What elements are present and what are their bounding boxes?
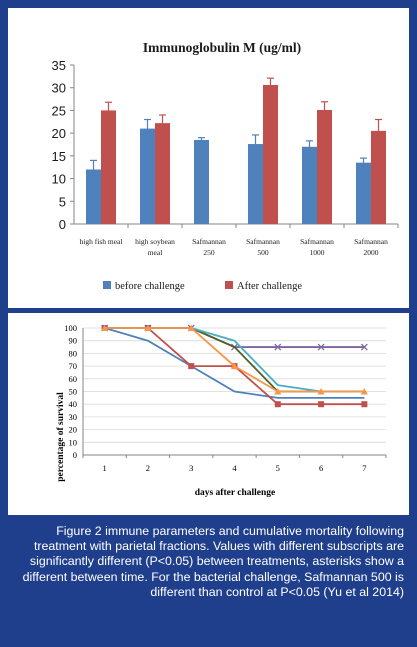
bar-before-challenge bbox=[248, 144, 263, 224]
bar-y-tick-label: 20 bbox=[52, 126, 66, 141]
figure-caption: Figure 2 immune parameters and cumulativ… bbox=[22, 524, 404, 599]
line-y-tick-label: 90 bbox=[69, 336, 78, 346]
legend-label-after: After challenge bbox=[237, 281, 302, 292]
bar-x-tick-label: Safmannan bbox=[354, 237, 388, 246]
line-x-tick-label: 1 bbox=[103, 463, 107, 473]
survival-marker-2 bbox=[188, 363, 195, 370]
bar-y-tick-label: 15 bbox=[52, 149, 66, 164]
bar-y-tick-label: 25 bbox=[52, 103, 66, 118]
line-x-tick-label: 4 bbox=[232, 463, 237, 473]
survival-marker-6 bbox=[360, 388, 368, 395]
survival-line-6 bbox=[104, 327, 365, 393]
line-x-tick-label: 3 bbox=[189, 463, 193, 473]
bar-y-tick-label: 30 bbox=[52, 81, 66, 96]
line-x-tick-label: 6 bbox=[319, 463, 323, 473]
line-x-tick-label: 7 bbox=[362, 463, 366, 473]
bar-before-challenge bbox=[356, 162, 371, 224]
survival-marker-6 bbox=[187, 324, 195, 331]
survival-line-chart: percentage of survival days after challe… bbox=[56, 323, 387, 498]
survival-line-3 bbox=[104, 327, 365, 348]
survival-marker-6 bbox=[231, 362, 238, 370]
igm-bar-chart: Immunoglobulin M (ug/ml) 0 5 10 15 20 25 30 35 h… bbox=[52, 40, 399, 292]
bar-after-challenge bbox=[263, 84, 278, 224]
bar-x-tick-label: Safmannan bbox=[300, 237, 334, 246]
survival-marker-6 bbox=[101, 324, 109, 331]
bar-x-tick-label: Safmannan bbox=[192, 237, 226, 246]
line-x-axis-label: days after challenge bbox=[195, 488, 276, 498]
bar-x-tick-label: high fish meal bbox=[80, 237, 123, 246]
line-y-tick-label: 10 bbox=[69, 437, 78, 447]
legend-swatch-before bbox=[103, 281, 111, 289]
bar-x-tick-label: 250 bbox=[203, 248, 215, 257]
bar-after-challenge bbox=[371, 130, 386, 224]
bar-before-challenge bbox=[194, 139, 209, 224]
survival-line-5 bbox=[104, 327, 365, 393]
bar-x-tick-label: 1000 bbox=[310, 248, 325, 257]
survival-line-1 bbox=[104, 327, 365, 399]
bar-y-tick-label: 5 bbox=[59, 194, 66, 209]
survival-marker-3 bbox=[274, 343, 282, 351]
bar-chart-title: Immunoglobulin M (ug/ml) bbox=[143, 40, 301, 55]
survival-marker-2 bbox=[318, 401, 325, 408]
bar-y-tick-label: 35 bbox=[52, 58, 66, 73]
line-x-tick-label: 5 bbox=[276, 463, 280, 473]
line-y-tick-label: 20 bbox=[69, 425, 78, 435]
survival-marker-6 bbox=[144, 324, 152, 331]
bar-x-tick-label: high soybean bbox=[135, 237, 175, 246]
bar-y-tick-label: 0 bbox=[59, 217, 66, 232]
survival-marker-6 bbox=[274, 388, 282, 395]
survival-marker-3 bbox=[317, 343, 325, 351]
survival-line-4 bbox=[104, 327, 365, 393]
bar-chart-panel: Immunoglobulin M (ug/ml) 0 5 10 15 20 25 30 35 h… bbox=[8, 8, 409, 308]
bar-x-tick-label: 500 bbox=[257, 248, 269, 257]
line-y-tick-label: 30 bbox=[69, 412, 78, 422]
bar-after-challenge bbox=[101, 110, 116, 224]
line-x-tick-label: 2 bbox=[146, 463, 150, 473]
bar-x-tick-label: Safmannan bbox=[246, 237, 280, 246]
bar-y-tick-label: 10 bbox=[52, 172, 66, 187]
bar-after-challenge bbox=[317, 109, 332, 224]
line-y-tick-label: 80 bbox=[69, 348, 78, 358]
bar-after-challenge bbox=[155, 123, 170, 224]
line-chart-panel: percentage of survival days after challe… bbox=[8, 313, 409, 515]
survival-marker-2 bbox=[274, 401, 281, 408]
bar-x-tick-label: meal bbox=[148, 248, 163, 257]
line-y-tick-label: 0 bbox=[73, 450, 77, 460]
line-y-tick-label: 60 bbox=[69, 374, 78, 384]
bar-before-challenge bbox=[302, 146, 317, 224]
line-y-tick-label: 50 bbox=[69, 387, 78, 397]
line-y-tick-label: 40 bbox=[69, 399, 78, 409]
bar-x-tick-label: 2000 bbox=[364, 248, 379, 257]
line-y-tick-label: 100 bbox=[64, 323, 77, 333]
survival-marker-3 bbox=[360, 343, 368, 351]
legend-swatch-after bbox=[225, 281, 233, 289]
bar-before-challenge bbox=[140, 128, 155, 224]
legend-label-before: before challenge bbox=[115, 281, 185, 292]
line-y-axis-label: percentage of survival bbox=[56, 392, 66, 482]
bar-before-challenge bbox=[86, 169, 101, 224]
line-y-tick-label: 70 bbox=[69, 361, 78, 371]
survival-marker-6 bbox=[317, 388, 325, 395]
survival-marker-2 bbox=[361, 401, 368, 408]
